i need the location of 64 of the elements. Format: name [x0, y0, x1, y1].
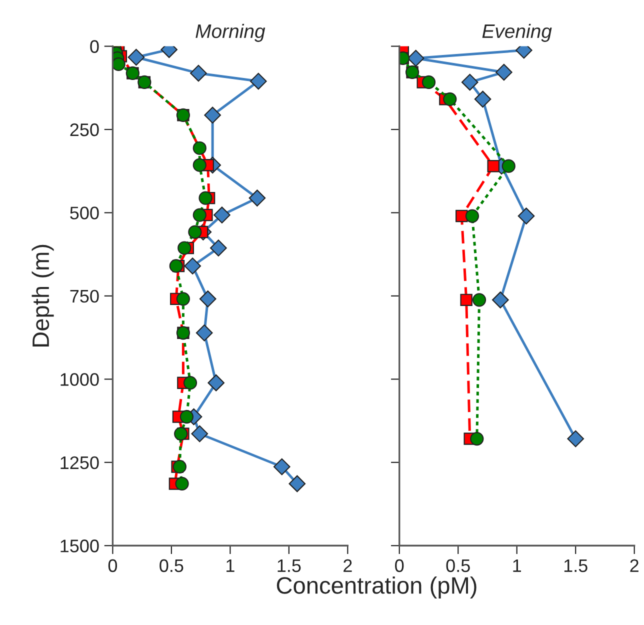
point	[169, 259, 183, 273]
point	[208, 374, 224, 392]
point	[472, 293, 486, 307]
point	[191, 425, 208, 442]
point	[172, 460, 186, 474]
y-tick-label: 750	[70, 290, 99, 303]
x-axis-title: Concentration (pM)	[276, 576, 476, 599]
point	[192, 158, 206, 172]
x-tick-label: 0.5	[160, 559, 184, 572]
point	[250, 72, 267, 90]
y-axis-title: Depth (m)	[32, 244, 54, 346]
point	[461, 74, 478, 91]
x-tick-label: 1.5	[278, 559, 301, 572]
point	[502, 159, 516, 173]
point	[465, 209, 480, 223]
y-tick-label: 1500	[60, 540, 99, 552]
point	[176, 292, 190, 306]
y-tick-label: 0	[90, 40, 99, 53]
y-tick-label: 1250	[60, 456, 99, 470]
point	[192, 141, 206, 155]
point	[183, 376, 198, 390]
point	[192, 208, 206, 222]
x-tick-label: 1	[226, 559, 234, 572]
point	[492, 292, 509, 308]
point	[214, 206, 230, 224]
y-tick-label: 500	[70, 206, 99, 220]
point	[188, 225, 202, 239]
x-tick-label: 0.5	[446, 559, 470, 572]
point	[198, 191, 212, 205]
x-tick-label: 1.5	[564, 559, 588, 572]
point	[518, 208, 535, 224]
point	[178, 241, 192, 255]
chart-title: Evening	[482, 24, 552, 42]
point	[210, 240, 227, 256]
y-tick-label: 250	[70, 123, 99, 136]
x-tick-label: 2	[630, 559, 638, 572]
point	[470, 432, 484, 446]
point	[288, 475, 306, 492]
point	[175, 476, 189, 491]
point	[474, 90, 492, 108]
x-tick-label: 2	[344, 559, 352, 572]
chart-title: Morning	[196, 24, 266, 42]
x-tick-label: 1	[513, 559, 521, 572]
point	[567, 430, 584, 448]
point	[199, 290, 216, 308]
point	[190, 64, 207, 82]
point	[180, 410, 194, 424]
point	[174, 426, 188, 441]
point	[128, 48, 145, 66]
x-tick-label: 0	[395, 559, 404, 572]
point	[112, 57, 126, 72]
point	[196, 324, 213, 342]
y-tick-label: 1000	[60, 373, 99, 386]
point	[487, 160, 500, 172]
point	[184, 258, 201, 274]
point	[443, 92, 457, 106]
point	[204, 106, 221, 124]
point	[460, 294, 472, 306]
point	[407, 50, 424, 67]
point	[273, 458, 290, 476]
point	[248, 190, 266, 206]
x-tick-label: 0	[108, 559, 118, 572]
point	[496, 64, 512, 81]
point	[422, 75, 436, 90]
